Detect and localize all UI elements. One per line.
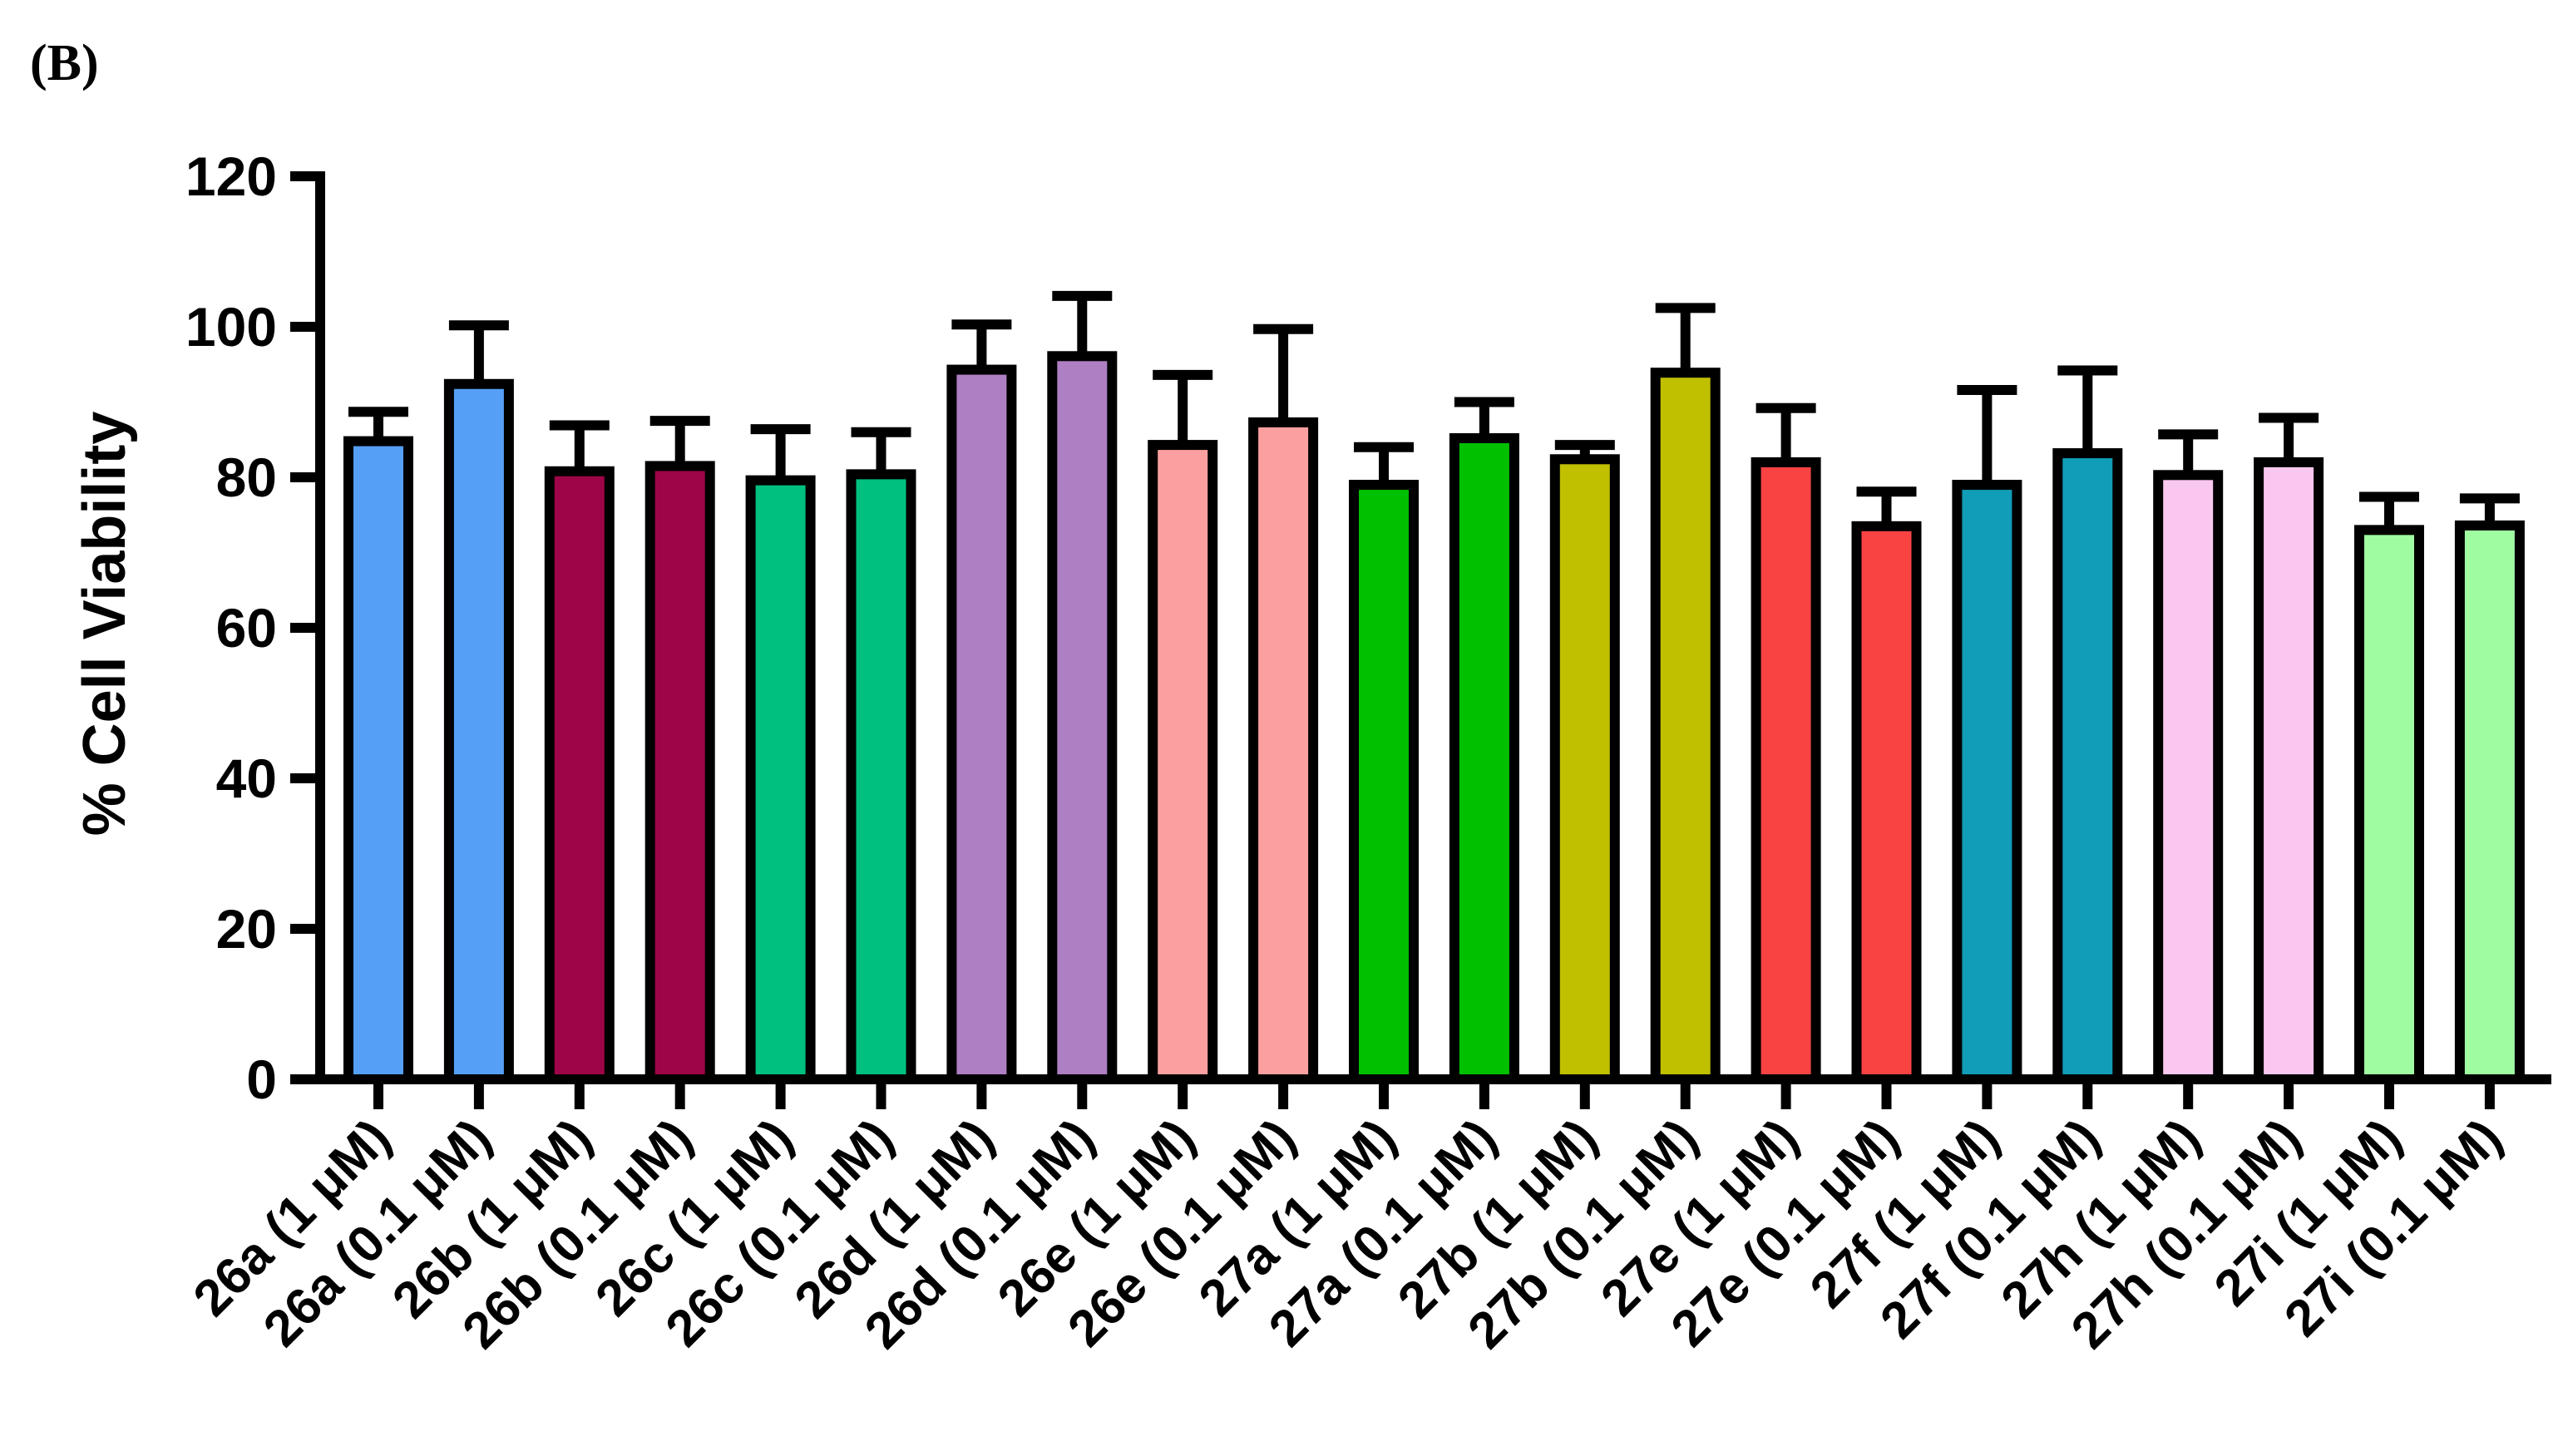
bar bbox=[1449, 432, 1519, 1084]
bar bbox=[2153, 470, 2224, 1084]
x-tick-labels: 26a (1 μM)26a (0.1 μM)26b (1 μM)26b (0.1… bbox=[183, 1108, 2513, 1360]
bar bbox=[2052, 448, 2123, 1084]
bar bbox=[1549, 454, 1620, 1084]
x-axis bbox=[315, 1074, 2551, 1109]
bar bbox=[1650, 368, 1721, 1084]
bar bbox=[2254, 457, 2324, 1084]
bar bbox=[1248, 417, 1319, 1084]
bar bbox=[2454, 520, 2525, 1084]
bar bbox=[2354, 525, 2424, 1084]
bar bbox=[1349, 480, 1419, 1084]
y-tick-label: 0 bbox=[246, 1049, 277, 1110]
bar bbox=[1952, 480, 2022, 1084]
panel-label: (B) bbox=[30, 35, 99, 91]
bar bbox=[544, 466, 615, 1084]
y-tick-label: 80 bbox=[216, 447, 277, 508]
bar bbox=[443, 378, 514, 1084]
bar bbox=[644, 461, 715, 1084]
bar bbox=[1148, 440, 1218, 1084]
bar bbox=[343, 436, 413, 1084]
bar bbox=[1851, 521, 1922, 1084]
bar bbox=[846, 469, 916, 1084]
y-axis-title: % Cell Viability bbox=[72, 412, 138, 837]
y-tick-label: 60 bbox=[216, 597, 277, 659]
y-axis-ticks: 0 20 40 60 80 100 120 bbox=[185, 146, 325, 1110]
bar bbox=[1047, 351, 1118, 1085]
y-tick-label: 20 bbox=[216, 898, 277, 960]
y-tick-label: 100 bbox=[185, 296, 277, 358]
bar bbox=[745, 475, 816, 1084]
bar bbox=[946, 364, 1017, 1084]
y-tick-label: 40 bbox=[216, 748, 277, 809]
y-tick-label: 120 bbox=[185, 146, 277, 207]
bar bbox=[1751, 457, 1821, 1084]
bars-group bbox=[343, 290, 2525, 1085]
